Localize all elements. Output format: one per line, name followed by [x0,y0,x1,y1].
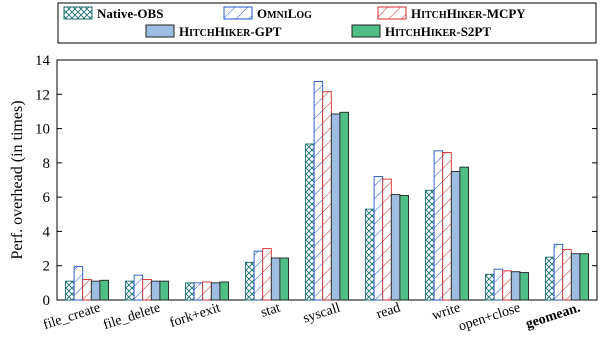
bar-hitchhiker-mcpy-geomean [562,248,572,301]
bar-hitchhiker-gpt-stat [270,257,281,301]
bar-hitchhiker-gpt-file-create [90,280,101,301]
bar-hitchhiker-mcpy-open-close [502,270,512,301]
bar-omnilog-write [433,150,444,301]
chart-labels: file_create file_delete fork+exit stat sysca… [41,301,582,335]
bar-hitchhiker-gpt-write [450,170,461,301]
y-tick-label: 14 [35,53,51,69]
legend-swatch-hitchhiker-s2pt [351,24,381,38]
x-tick-label: read [375,301,403,323]
y-tick-label: 2 [43,259,51,275]
bar-native-obs-file-delete [125,280,135,301]
bar-hitchhiker-s2pt-file-create [99,279,109,301]
y-tick-label: 0 [43,293,51,309]
bar-hitchhiker-mcpy-fork-exit [202,281,212,301]
bar-hitchhiker-s2pt-fork-exit [219,281,229,301]
bar-hitchhiker-mcpy-write [442,152,452,301]
y-tick-label: 10 [35,122,50,138]
bar-hitchhiker-mcpy-file-create [82,278,92,301]
y-axis-label: Perf. overhead (in times) [9,100,26,259]
bar-omnilog-stat [253,250,264,301]
bar-hitchhiker-gpt-syscall [330,113,341,301]
bar-native-obs-open-close [485,273,495,301]
bar-hitchhiker-mcpy-file-delete [142,278,152,301]
bar-native-obs-geomean [545,256,555,301]
bar-hitchhiker-gpt-read [390,194,401,301]
x-tick-label: geomean. [524,301,582,333]
bar-hitchhiker-gpt-geomean [570,253,581,301]
bar-omnilog-file-delete [133,274,144,301]
bar-hitchhiker-s2pt-file-delete [159,280,169,301]
legend-label-hitchhiker-mcpy: HITCHHIKER-MCPY [411,6,526,21]
legend-label-hitchhiker-s2pt: HITCHHIKER-S2PT [385,24,491,39]
x-tick-label: open+close [457,301,522,335]
bar-hitchhiker-s2pt-stat [279,257,289,301]
bar-omnilog-open-close [493,268,504,301]
x-tick-label: stat [259,301,282,321]
bar-hitchhiker-gpt-fork-exit [210,282,221,301]
bar-hitchhiker-s2pt-open-close [519,272,529,301]
legend-label-hitchhiker-gpt: HITCHHIKER-GPT [179,24,282,39]
bar-hitchhiker-mcpy-stat [262,248,272,301]
x-tick-label: fork+exit [168,301,222,331]
bar-hitchhiker-gpt-open-close [510,271,521,301]
legend-swatch-omnilog [223,6,253,20]
bar-native-obs-syscall [305,143,315,301]
legend-swatch-native-obs [63,6,93,20]
legend-swatch-hitchhiker-mcpy [377,6,407,20]
bar-native-obs-write [425,189,435,301]
bar-hitchhiker-s2pt-geomean [579,253,589,301]
y-tick-label: 8 [43,156,51,172]
legend-swatch-hitchhiker-gpt [145,24,175,38]
legend-label-native-obs: Native-OBS [97,6,163,21]
bar-native-obs-read [365,208,375,301]
legend-label-omnilog: OMNILOG [257,6,312,21]
bar-native-obs-stat [245,261,255,301]
bar-hitchhiker-gpt-file-delete [150,280,161,301]
bar-omnilog-syscall [313,80,324,301]
bar-hitchhiker-s2pt-read [399,194,409,301]
bar-native-obs-fork-exit [185,282,195,301]
bar-hitchhiker-mcpy-read [382,178,392,301]
bar-omnilog-geomean [553,243,564,301]
bar-native-obs-file-create [65,280,75,301]
chart-legend: Native-OBS OMNILOG HITCHHIKER-MCPY HITCHHIK… [57,2,597,44]
bar-hitchhiker-mcpy-syscall [322,91,332,301]
bar-omnilog-file-create [73,266,84,301]
bar-omnilog-fork-exit [193,282,204,301]
chart-bars [65,80,589,301]
x-tick-label: file_create [41,301,102,334]
bar-hitchhiker-s2pt-write [459,166,469,301]
y-tick-label: 6 [43,190,51,206]
x-tick-label: syscall [301,301,342,327]
y-tick-label: 4 [43,224,51,240]
bar-omnilog-read [373,176,384,301]
bar-hitchhiker-s2pt-syscall [339,111,349,301]
chart-axes: 0 2 4 6 8 10 12 14 Perf. overhead (in times) [9,53,598,309]
y-tick-label: 12 [35,87,50,103]
x-tick-label: file_delete [101,301,162,334]
